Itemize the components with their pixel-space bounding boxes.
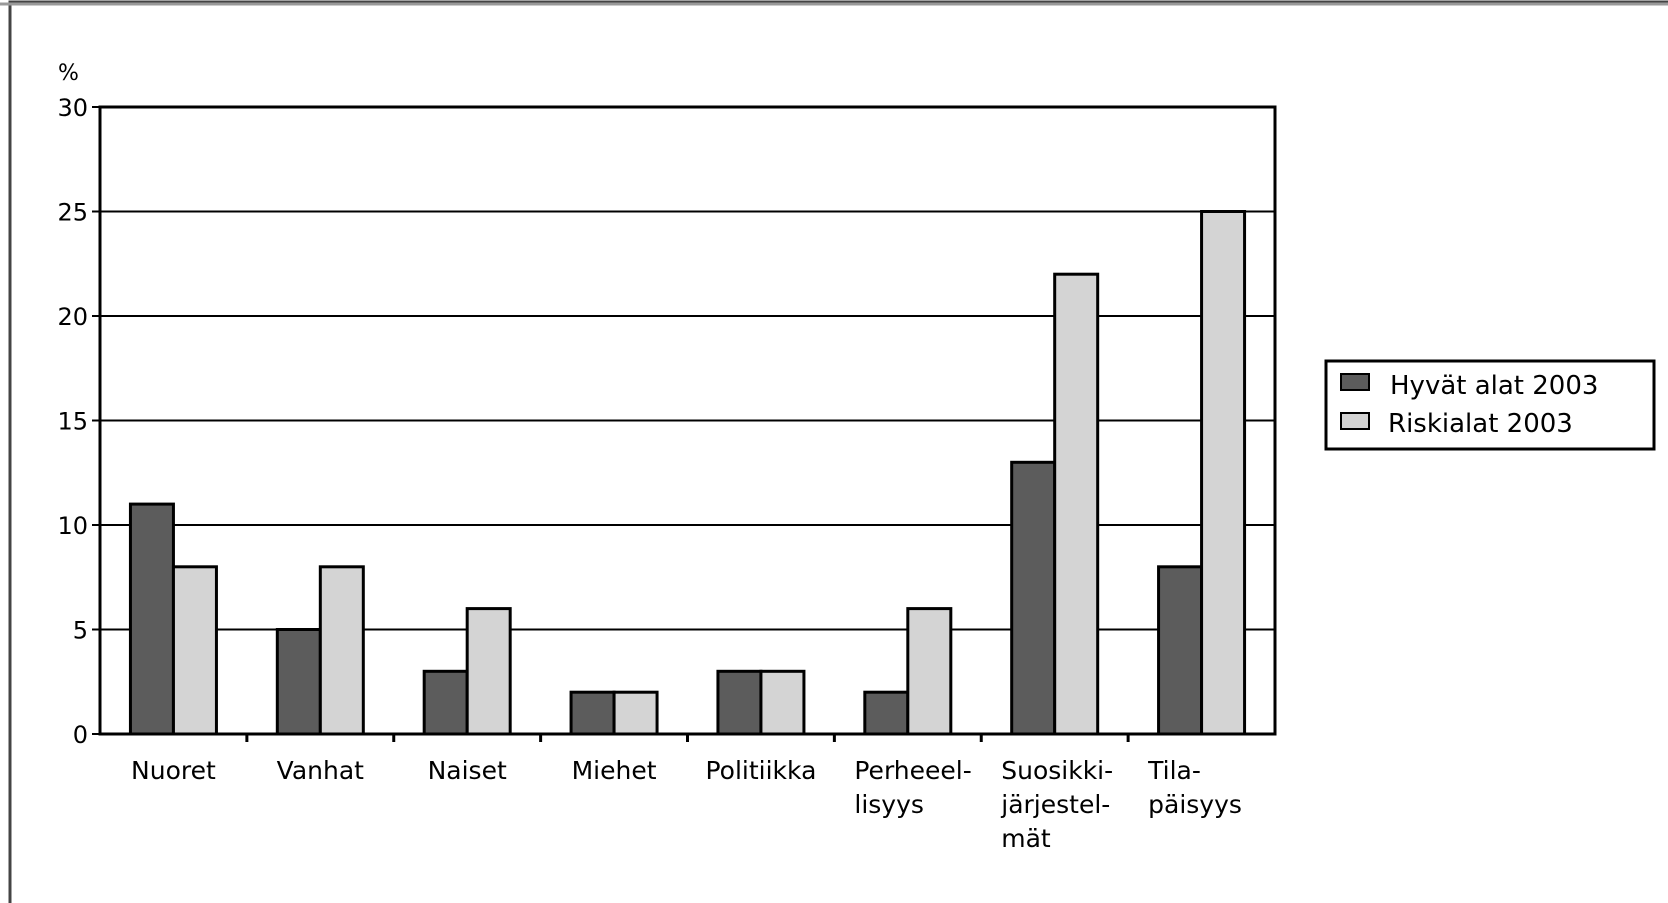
bar-riskialat — [1053, 272, 1100, 736]
y-tick-label: 30 — [57, 94, 88, 122]
legend-label-hyvat-alat: Hyvät alat 2003 — [1390, 371, 1598, 401]
y-tick-label: 25 — [57, 199, 88, 227]
bar-riskialat — [1200, 210, 1247, 736]
x-axis-ticks: Nuoret Vanhat Naiset Miehet Politiikka Perhee… — [131, 734, 1242, 853]
bar-hyvat-alat — [422, 669, 469, 736]
bar-riskialat — [171, 565, 218, 736]
legend-swatch-riskialat — [1340, 412, 1370, 430]
x-category-label-line: Politiikka — [705, 756, 816, 785]
x-category-label: Naiset — [428, 756, 507, 785]
y-axis-ticks: 0 5 10 15 20 25 30 — [57, 94, 100, 749]
x-category-label-line: Suosikki- — [1001, 756, 1113, 785]
x-category-label-line: Vanhat — [277, 756, 364, 785]
x-category-label-line: Tila- — [1147, 756, 1201, 785]
y-tick-label: 10 — [57, 512, 88, 540]
x-category-label: Politiikka — [705, 756, 816, 785]
x-category-label: Vanhat — [277, 756, 364, 785]
bar-riskialat — [612, 690, 659, 736]
x-category-label: Perheeel-lisyys — [854, 756, 971, 819]
y-tick-label: 15 — [57, 408, 88, 436]
bar-hyvat-alat — [716, 669, 763, 736]
bar-riskialat — [759, 669, 806, 736]
bar-hyvat-alat — [275, 628, 322, 736]
figure-border — [8, 0, 1668, 903]
bar-hyvat-alat — [1157, 565, 1204, 736]
x-category-label: Nuoret — [131, 756, 216, 785]
bar-hyvat-alat — [1010, 460, 1057, 736]
x-category-label: Tila-päisyys — [1147, 756, 1242, 819]
bar-hyvat-alat — [863, 690, 910, 736]
x-category-label: Suosikki-järjestel-mät — [1000, 756, 1113, 853]
bar-hyvat-alat — [128, 502, 175, 736]
bars — [128, 210, 1247, 736]
legend-box — [1324, 359, 1656, 451]
x-category-label-line: järjestel- — [1000, 790, 1110, 819]
bar-riskialat — [318, 565, 365, 736]
bar-riskialat — [906, 607, 953, 736]
y-tick-label: 5 — [73, 617, 88, 645]
legend-label-riskialat: Riskialat 2003 — [1388, 409, 1573, 439]
y-tick-label: 20 — [57, 303, 88, 331]
x-category-label-line: päisyys — [1148, 790, 1242, 819]
x-category-label-line: Naiset — [428, 756, 507, 785]
x-category-label-line: Perheeel- — [854, 756, 971, 785]
legend: Hyvät alat 2003 Riskialat 2003 — [1324, 359, 1656, 451]
y-tick-label: 0 — [73, 721, 88, 749]
bar-riskialat — [465, 607, 512, 736]
bar-hyvat-alat — [569, 690, 616, 736]
x-category-label-line: Nuoret — [131, 756, 216, 785]
x-category-label-line: Miehet — [572, 756, 657, 785]
x-category-label: Miehet — [572, 756, 657, 785]
x-category-label-line: mät — [1001, 824, 1051, 853]
legend-swatch-hyvat-alat — [1340, 373, 1370, 391]
y-axis-unit-label: % — [58, 61, 79, 86]
x-category-label-line: lisyys — [854, 790, 924, 819]
